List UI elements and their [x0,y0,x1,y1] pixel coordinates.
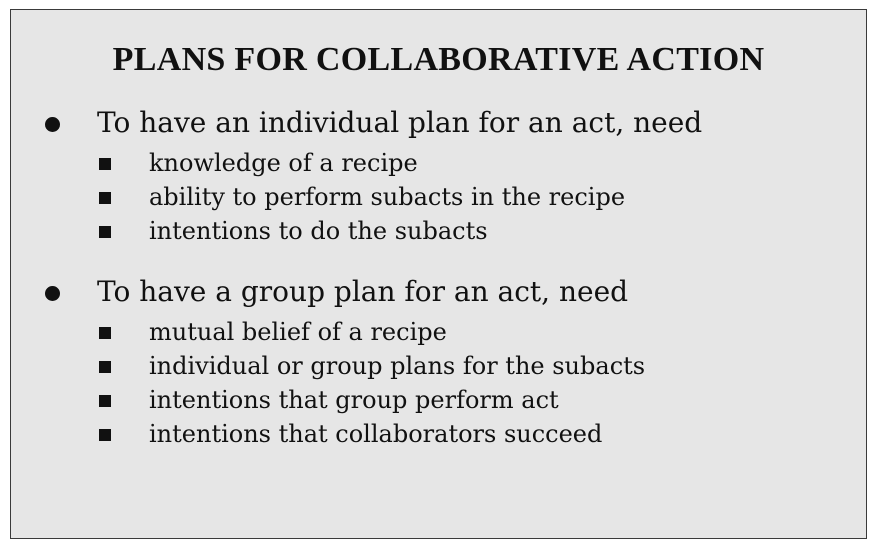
square-bullet-icon [99,395,111,407]
slide-title: PLANS FOR COLLABORATIVE ACTION [112,41,765,78]
round-bullet-icon [45,286,60,301]
square-bullet-icon [99,327,111,339]
square-bullet-icon [99,429,111,441]
sub-bullet-text: individual or group plans for the subact… [149,352,646,380]
round-bullet-icon [45,117,60,132]
slide-frame: PLANS FOR COLLABORATIVE ACTION To have a… [10,9,867,539]
sub-bullet-text: ability to perform subacts in the recipe [149,183,626,211]
sub-bullet-text: intentions that collaborators succeed [149,420,603,448]
square-bullet-icon [99,226,111,238]
sub-bullet-item: ability to perform subacts in the recipe [11,181,866,215]
sub-bullet-item: intentions that group perform act [11,384,866,418]
square-bullet-icon [99,158,111,170]
sub-bullet-item: intentions to do the subacts [11,215,866,249]
sub-bullet-item: knowledge of a recipe [11,147,866,181]
bullet-heading: To have an individual plan for an act, n… [97,106,703,139]
sub-bullet-text: knowledge of a recipe [149,149,418,177]
square-bullet-icon [99,192,111,204]
sub-bullet-text: mutual belief of a recipe [149,318,447,346]
sub-bullet-text: intentions to do the subacts [149,217,488,245]
sub-bullet-item: mutual belief of a recipe [11,316,866,350]
sub-bullet-item: intentions that collaborators succeed [11,418,866,452]
bullet-heading: To have a group plan for an act, need [97,275,629,308]
square-bullet-icon [99,361,111,373]
sub-bullet-text: intentions that group perform act [149,386,559,414]
sub-bullet-item: individual or group plans for the subact… [11,350,866,384]
